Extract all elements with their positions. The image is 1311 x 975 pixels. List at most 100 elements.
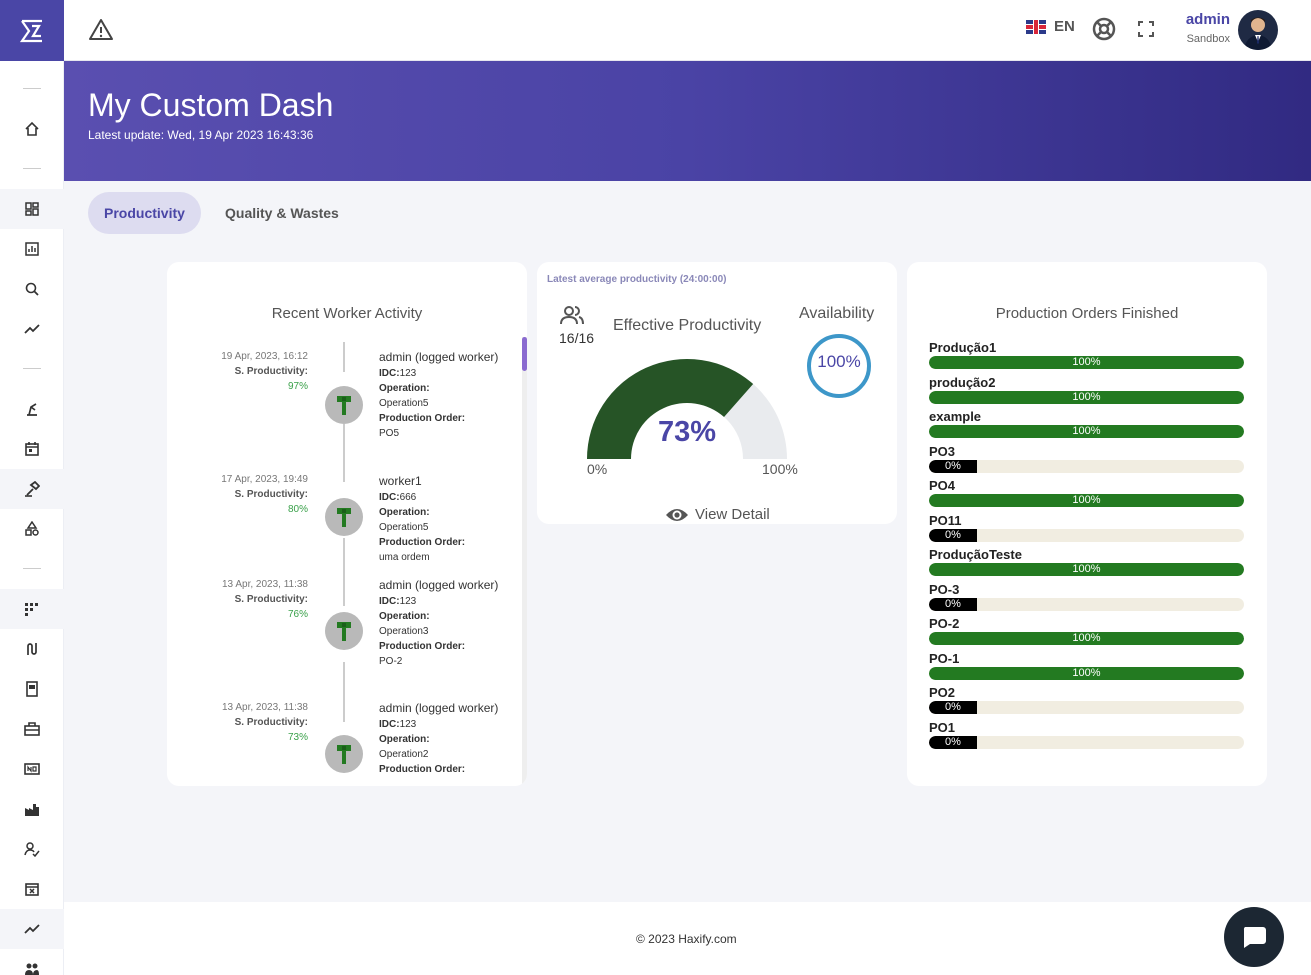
sidebar	[0, 61, 64, 975]
card-title: Recent Worker Activity	[271, 305, 423, 322]
production-order-name: PO-1	[929, 650, 960, 666]
worker-name: worker1	[379, 474, 422, 488]
lifebuoy-icon[interactable]	[1092, 17, 1116, 41]
recent-worker-activity-card: Recent Worker Activity 19 Apr, 2023, 16:…	[167, 262, 527, 786]
worker-name: admin (logged worker)	[379, 350, 499, 364]
sidebar-divider	[23, 168, 41, 169]
copyright: © 2023 Haxify.com	[636, 932, 737, 946]
shapes-icon[interactable]	[24, 520, 40, 537]
production-order-label: Production Order:	[379, 764, 466, 775]
operation-value: Operation3	[379, 626, 429, 637]
scrollbar-thumb[interactable]	[522, 337, 527, 371]
toolbox-icon[interactable]	[24, 721, 40, 737]
progress-fill: 0%	[929, 528, 977, 542]
report-icon[interactable]	[24, 241, 40, 257]
fullscreen-icon[interactable]	[1137, 20, 1155, 38]
users-icon	[560, 306, 584, 325]
productivity-card: Latest average productivity (24:00:00) 1…	[537, 262, 897, 524]
timeline-line	[343, 662, 345, 722]
footer: © 2023 Haxify.com	[64, 902, 1311, 975]
chat-icon	[1243, 927, 1266, 948]
productivity-value: 76%	[287, 609, 308, 620]
production-order-name: PO1	[929, 719, 956, 735]
tab-quality-wastes[interactable]: Quality & Wastes	[225, 205, 339, 221]
sidebar-divider	[23, 368, 41, 369]
progress-fill: 100%	[929, 666, 1244, 680]
sidebar-divider	[23, 568, 41, 569]
timeline-line	[343, 424, 345, 482]
production-order-row: PO2 0%	[929, 685, 1244, 714]
factory-icon[interactable]	[24, 801, 40, 817]
language-label: EN	[1054, 18, 1075, 35]
workers-count: 16/16	[559, 330, 595, 346]
progress-fill: 0%	[929, 701, 977, 714]
worker-name: admin (logged worker)	[379, 701, 499, 715]
scrollbar-track[interactable]	[522, 337, 527, 785]
user-menu[interactable]: admin Sandbox	[1180, 11, 1230, 45]
nfc-icon[interactable]	[24, 761, 40, 777]
progress-fill: 0%	[929, 735, 977, 749]
operation-value: Operation2	[379, 749, 429, 760]
progress-fill: 0%	[929, 459, 977, 473]
chat-button[interactable]	[1224, 907, 1284, 967]
productivity-label: S. Productivity:	[234, 717, 308, 728]
production-order-row: PO3 0%	[929, 444, 1244, 473]
app-logo[interactable]	[0, 0, 64, 61]
productivity-value: 73%	[287, 732, 308, 743]
production-order-name: PO-3	[929, 581, 960, 597]
production-order-value: PO-2	[379, 656, 403, 667]
production-order-row: PO-3 0%	[929, 582, 1244, 611]
productivity-label: S. Productivity:	[234, 489, 308, 500]
progress-bar: 100%	[929, 632, 1244, 645]
progress-fill: 0%	[929, 597, 977, 611]
hammer-icon	[325, 386, 363, 424]
production-order-label: Production Order:	[379, 641, 466, 652]
production-orders-card: Production Orders Finished Produção1 100%…	[907, 262, 1267, 786]
calendar-x-icon[interactable]	[24, 881, 40, 897]
warning-icon[interactable]	[88, 17, 114, 43]
idc-value: 123	[399, 368, 417, 379]
production-order-row: PO4 100%	[929, 478, 1244, 507]
worker-name: admin (logged worker)	[379, 578, 499, 592]
document-icon[interactable]	[24, 681, 40, 697]
avatar[interactable]	[1238, 10, 1278, 50]
sidebar-divider	[23, 88, 41, 89]
production-order-name: ProduçãoTeste	[929, 547, 1022, 562]
language-selector[interactable]: EN	[1026, 18, 1075, 35]
progress-bar: 0%	[929, 735, 1244, 749]
production-order-row: produção2 100%	[929, 375, 1244, 404]
production-order-row: example 100%	[929, 409, 1244, 438]
operation-label: Operation:	[379, 507, 430, 518]
production-order-name: PO-2	[929, 616, 960, 631]
search-analytics-icon[interactable]	[24, 281, 40, 297]
calendar-icon[interactable]	[24, 441, 40, 457]
grid-icon[interactable]	[24, 601, 40, 617]
worker-icon[interactable]	[24, 841, 40, 858]
tab-productivity[interactable]: Productivity	[88, 192, 201, 234]
chart-line-icon[interactable]	[24, 921, 40, 937]
progress-bar: 100%	[929, 425, 1244, 438]
production-order-row: PO1 0%	[929, 720, 1244, 749]
home-icon[interactable]	[24, 121, 40, 137]
idc-label: IDC:	[379, 596, 400, 607]
logo-icon	[19, 19, 42, 42]
production-order-name: PO3	[929, 443, 956, 459]
page-banner: My Custom Dash Latest update: Wed, 19 Ap…	[64, 61, 1311, 181]
view-detail-button[interactable]: View Detail	[665, 506, 770, 523]
eye-icon	[666, 508, 688, 521]
hammer-icon	[325, 735, 363, 773]
machine-icon[interactable]	[24, 401, 40, 417]
progress-bar: 0%	[929, 459, 1244, 473]
trend-icon[interactable]	[24, 321, 40, 337]
dashboard-icon[interactable]	[24, 201, 40, 217]
hammer-icon[interactable]	[24, 480, 41, 497]
team-icon[interactable]	[24, 961, 40, 975]
route-icon[interactable]	[24, 641, 40, 657]
progress-bar: 100%	[929, 666, 1244, 680]
production-order-name: produção2	[929, 374, 996, 390]
page-title: My Custom Dash	[88, 87, 334, 123]
progress-bar: 100%	[929, 390, 1244, 404]
activity-date: 13 Apr, 2023, 11:38	[221, 579, 308, 590]
idc-value: 123	[399, 719, 417, 730]
view-detail-label: View Detail	[695, 506, 770, 523]
